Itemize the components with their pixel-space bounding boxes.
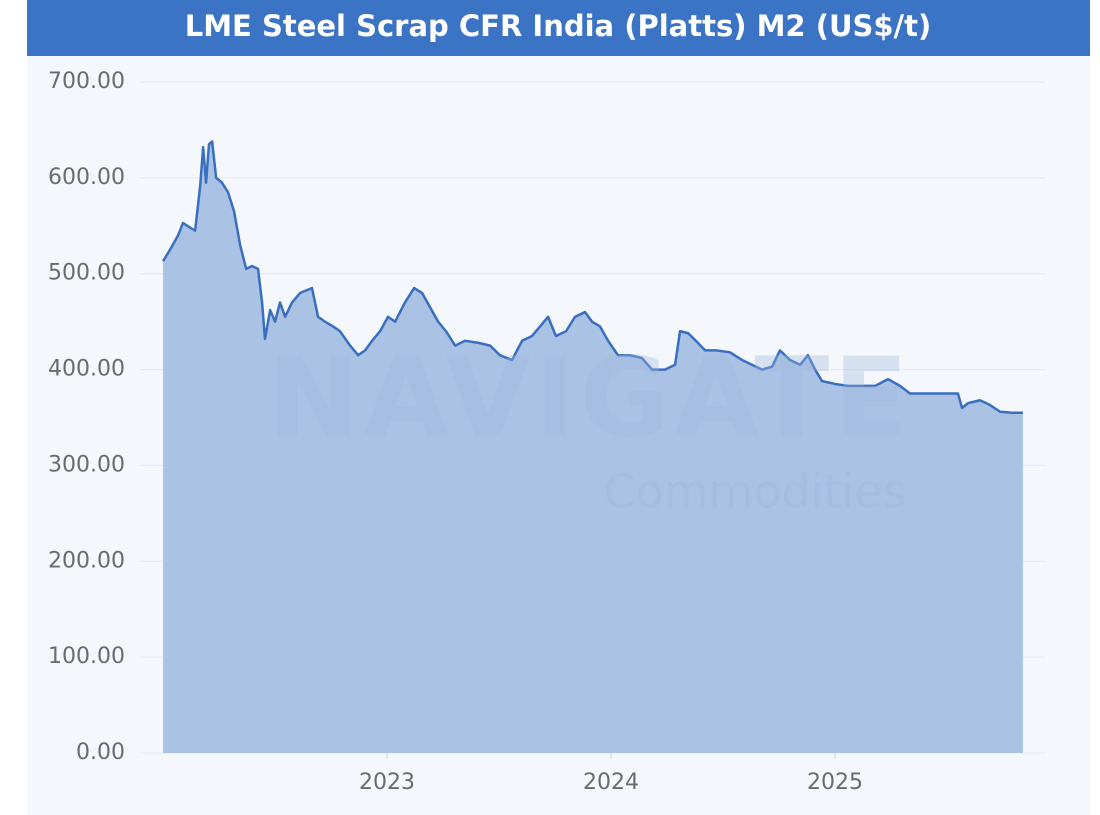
watermark: Commodities (603, 465, 906, 519)
y-tick-label: 700.00 (48, 69, 125, 94)
y-tick-label: 500.00 (48, 261, 125, 286)
y-tick-label: 400.00 (48, 357, 125, 382)
y-tick-label: 600.00 (48, 165, 125, 190)
y-tick-label: 0.00 (76, 740, 125, 765)
chart-title: LME Steel Scrap CFR India (Platts) M2 (U… (185, 9, 932, 43)
watermark: NAVIGATE (268, 333, 913, 461)
title-bar (27, 0, 1090, 56)
area (163, 141, 1023, 753)
plot (161, 140, 1023, 753)
y-tick-label: 300.00 (48, 452, 125, 477)
line (161, 140, 1023, 414)
x-tick-label: 2025 (807, 770, 863, 795)
y-tick-label: 100.00 (48, 644, 125, 669)
y-tick-label: 200.00 (48, 548, 125, 573)
x-tick-label: 2023 (359, 770, 415, 795)
x-tick-label: 2024 (583, 770, 639, 795)
